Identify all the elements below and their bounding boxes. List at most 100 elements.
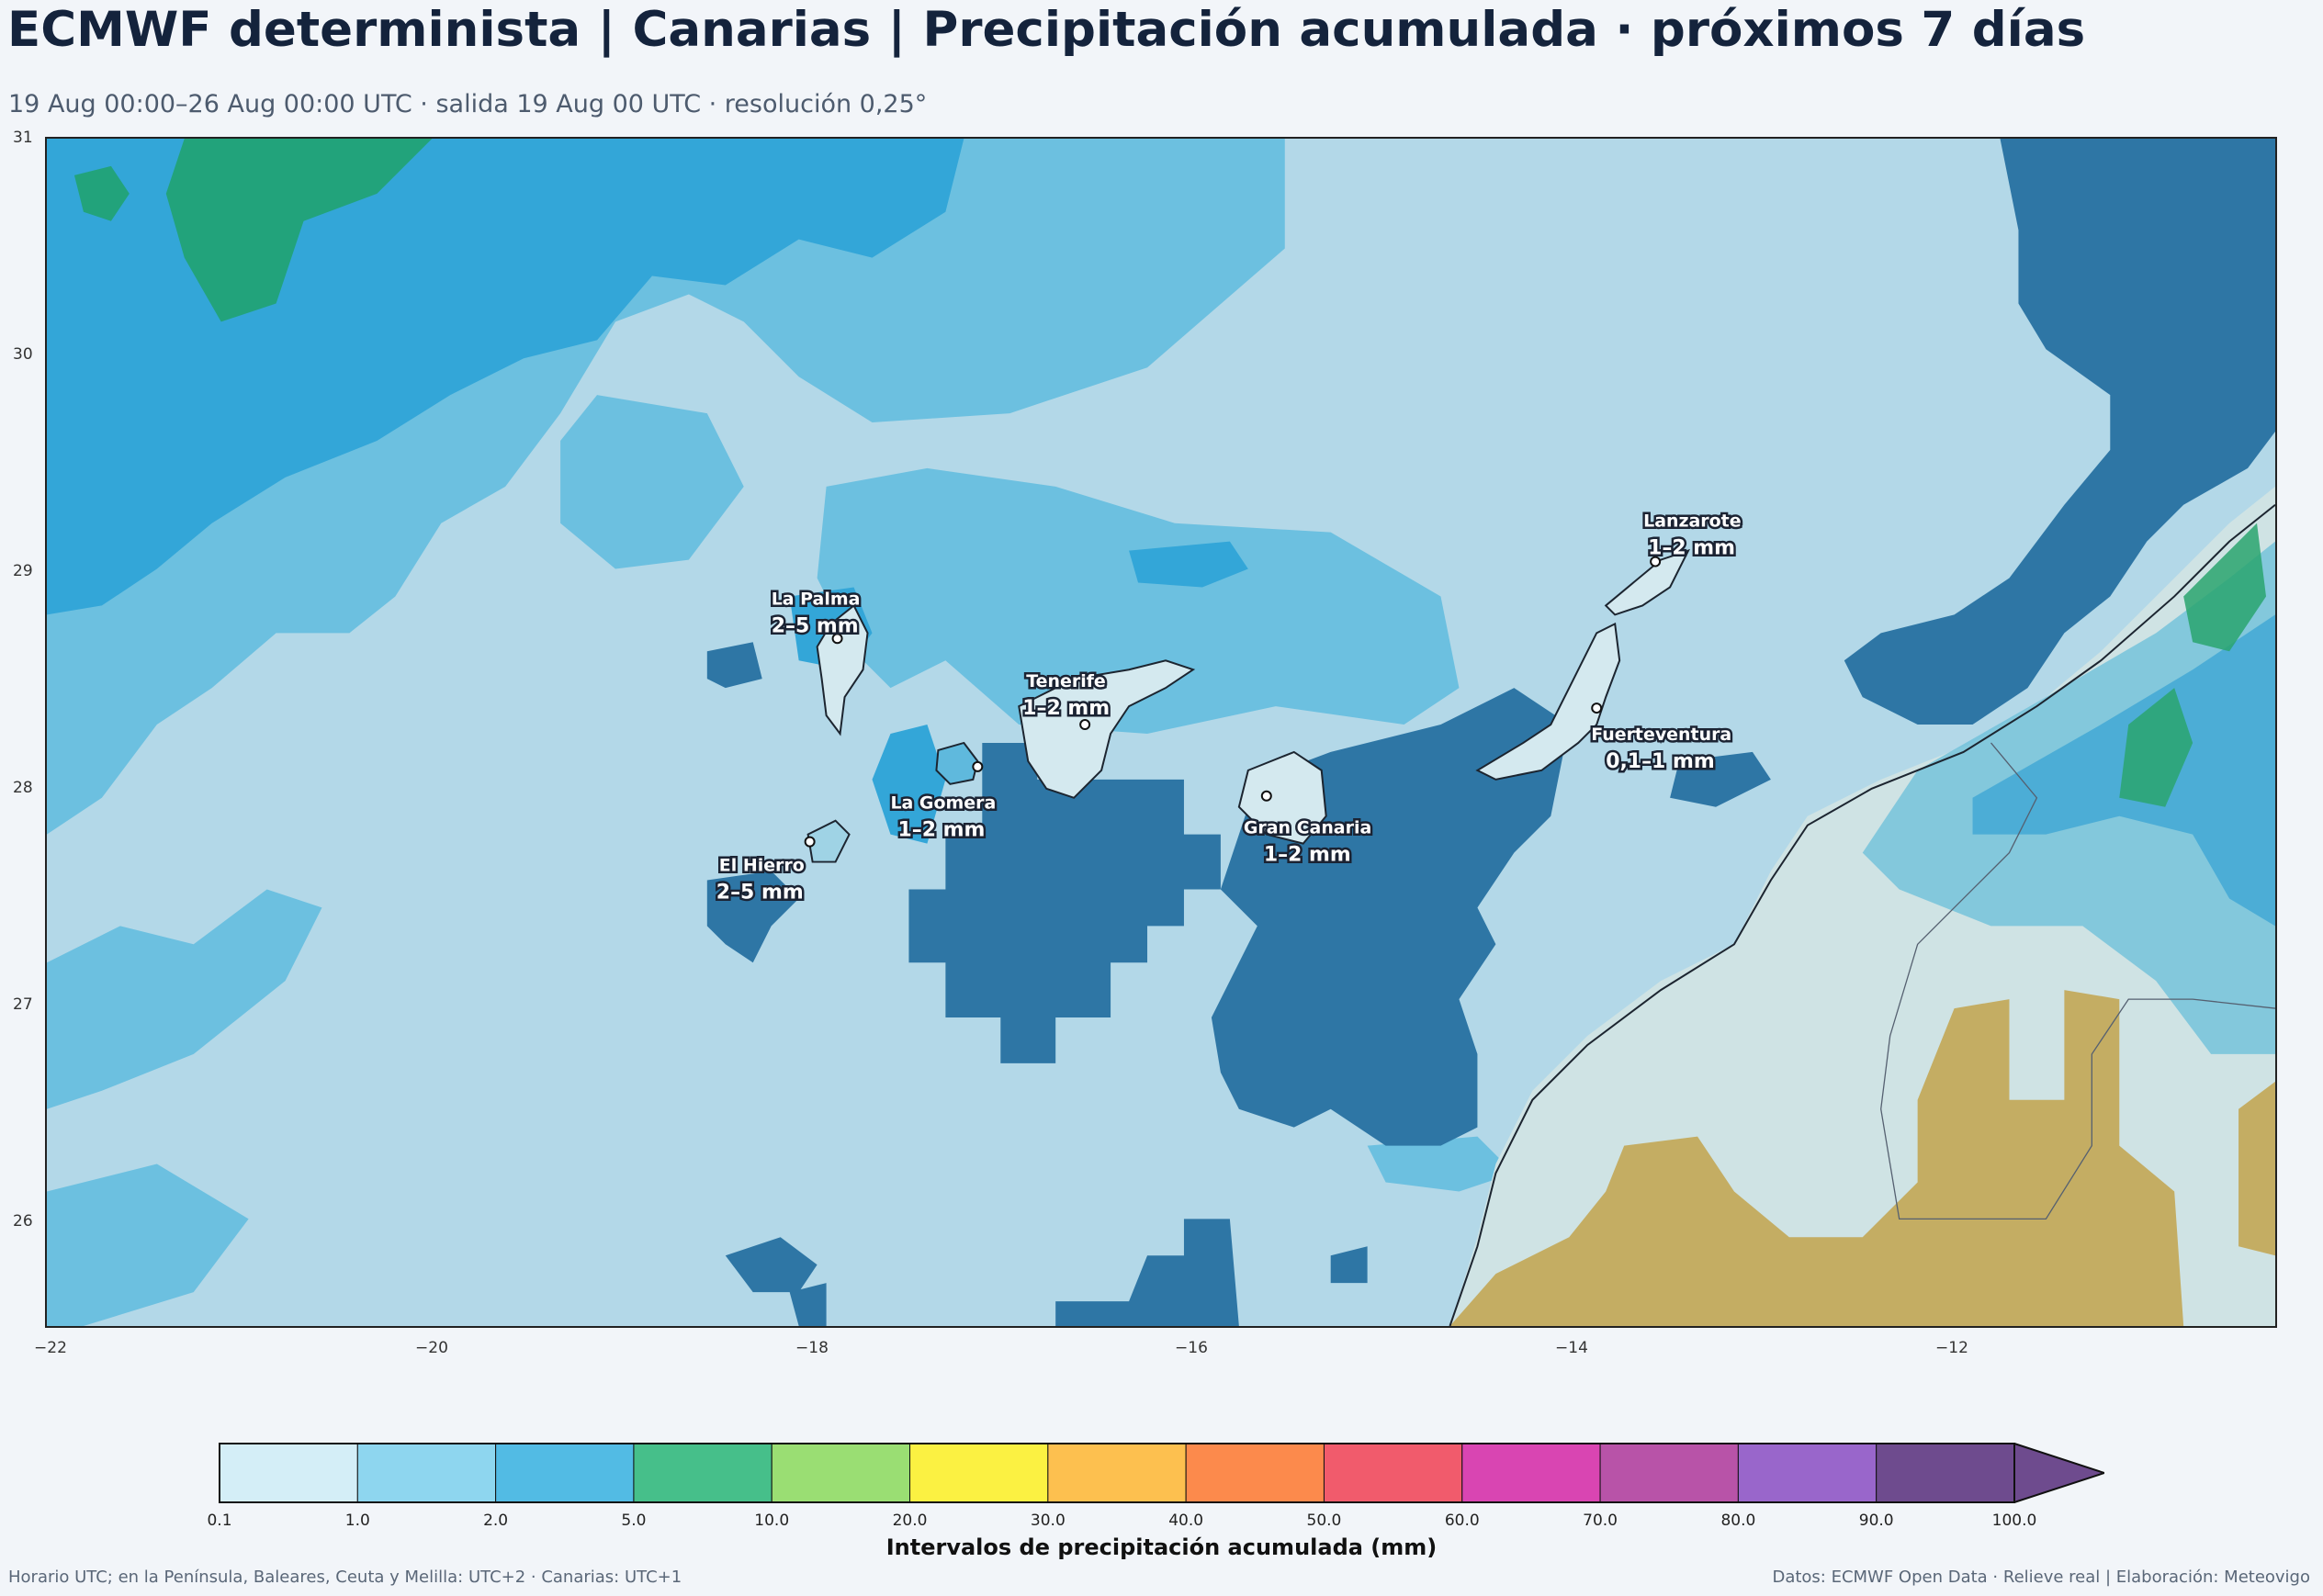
colorbar-extend-arrow bbox=[2013, 1443, 2104, 1503]
marker-lanzarote bbox=[1650, 556, 1662, 568]
marker-la-gomera bbox=[972, 760, 984, 772]
colorbar-tick-label: 90.0 bbox=[1858, 1512, 1894, 1530]
y-tick-label: 26 bbox=[13, 1212, 33, 1231]
coastline bbox=[1449, 503, 2275, 1326]
colorbar-box bbox=[356, 1443, 497, 1503]
marker-fuerteventura bbox=[1591, 702, 1603, 714]
island-shape-la-palma bbox=[816, 603, 869, 736]
label-el-hierro-value: 2–5 mm bbox=[716, 881, 804, 904]
marker-tenerife bbox=[1079, 719, 1091, 731]
colorbar-box bbox=[1599, 1443, 1739, 1503]
island-shape-fuerteventura bbox=[1475, 622, 1621, 781]
colorbar-box bbox=[219, 1443, 358, 1503]
y-tick-label: 28 bbox=[13, 779, 33, 797]
colorbar-tick-label: 80.0 bbox=[1720, 1512, 1756, 1530]
colorbar-box bbox=[1737, 1443, 1878, 1503]
precip-band-2-5mm bbox=[872, 725, 946, 844]
masked-area bbox=[1330, 1246, 1368, 1284]
marker-la-palma bbox=[831, 633, 843, 645]
island-shape-gran-canaria bbox=[1237, 750, 1327, 845]
precip-band-5-10mm bbox=[2119, 688, 2193, 807]
label-lanzarote-name: Lanzarote bbox=[1643, 511, 1741, 532]
y-tick-label: 30 bbox=[13, 345, 33, 364]
map-canvas: La Palma 2–5 mm El Hierro 2–5 mm La Gome… bbox=[47, 139, 2275, 1326]
masked-area bbox=[789, 1283, 827, 1326]
border-line bbox=[1880, 742, 2275, 1220]
label-gran-canaria-name: Gran Canaria bbox=[1244, 818, 1371, 838]
masked-area bbox=[1055, 1219, 1239, 1326]
colorbar-box bbox=[1323, 1443, 1463, 1503]
x-tick-label: −16 bbox=[1175, 1339, 1208, 1357]
african-relief bbox=[1449, 990, 2184, 1326]
colorbar-tick-label: 0.1 bbox=[207, 1512, 232, 1530]
x-tick-label: −22 bbox=[34, 1339, 67, 1357]
marker-gran-canaria bbox=[1260, 790, 1272, 802]
x-tick-label: −18 bbox=[795, 1339, 829, 1357]
island-shape-el-hierro bbox=[806, 819, 851, 863]
african-relief bbox=[2238, 1081, 2275, 1256]
colorbar-tick-label: 20.0 bbox=[892, 1512, 928, 1530]
colorbar-tick-label: 1.0 bbox=[344, 1512, 370, 1530]
colorbar-box bbox=[495, 1443, 635, 1503]
marker-el-hierro bbox=[804, 836, 816, 848]
colorbar-tick-label: 60.0 bbox=[1444, 1512, 1480, 1530]
colorbar-frame bbox=[219, 1443, 2015, 1503]
colorbar-tick-label: 30.0 bbox=[1030, 1512, 1066, 1530]
masked-area bbox=[1844, 139, 2275, 725]
colorbar-box bbox=[909, 1443, 1049, 1503]
label-tenerife-name: Tenerife bbox=[1026, 671, 1106, 691]
masked-area bbox=[706, 871, 799, 963]
masked-area bbox=[908, 742, 1221, 1063]
colorbar-box bbox=[1185, 1443, 1325, 1503]
y-tick-label: 27 bbox=[13, 995, 33, 1014]
x-tick-label: −14 bbox=[1555, 1339, 1588, 1357]
label-tenerife-value: 1–2 mm bbox=[1022, 697, 1110, 720]
colorbar-boxes bbox=[219, 1443, 2015, 1503]
colorbar-tick-label: 40.0 bbox=[1168, 1512, 1204, 1530]
colorbar-tick-label: 5.0 bbox=[621, 1512, 647, 1530]
precip-band-2-5mm bbox=[1129, 541, 1248, 588]
colorbar-tick-label: 70.0 bbox=[1583, 1512, 1618, 1530]
precip-band-1-2mm bbox=[1367, 1136, 1515, 1192]
colorbar-tick-label: 2.0 bbox=[483, 1512, 509, 1530]
page-subtitle: 19 Aug 00:00–26 Aug 00:00 UTC · salida 1… bbox=[8, 90, 928, 118]
precipitation-map[interactable]: La Palma 2–5 mm El Hierro 2–5 mm La Gome… bbox=[45, 137, 2277, 1328]
colorbar-tick-label: 50.0 bbox=[1306, 1512, 1342, 1530]
colorbar-legend bbox=[219, 1443, 2104, 1503]
label-fuerteventura-value: 0,1–1 mm bbox=[1606, 750, 1715, 773]
y-tick-label: 29 bbox=[13, 562, 33, 580]
precip-band-1-2mm bbox=[817, 467, 1460, 734]
colorbar-title: Intervalos de precipitación acumulada (m… bbox=[885, 1534, 1438, 1560]
label-el-hierro-name: El Hierro bbox=[719, 856, 805, 876]
footer-timezone-note: Horario UTC; en la Península, Baleares, … bbox=[8, 1568, 682, 1587]
colorbar-box bbox=[1876, 1443, 2015, 1503]
island-shape-la-gomera bbox=[935, 741, 979, 785]
label-la-gomera-name: La Gomera bbox=[890, 793, 996, 814]
label-la-palma-name: La Palma bbox=[772, 589, 861, 609]
label-lanzarote-value: 1–2 mm bbox=[1648, 537, 1735, 560]
island-shape-tenerife bbox=[1018, 659, 1196, 799]
x-tick-label: −12 bbox=[1935, 1339, 1968, 1357]
precip-band-1-2mm bbox=[47, 1163, 249, 1326]
masked-area bbox=[1670, 751, 1771, 807]
masked-area bbox=[725, 1237, 818, 1293]
precip-band-5-10mm bbox=[165, 139, 433, 322]
precip-band-1-2mm bbox=[47, 889, 322, 1109]
label-la-palma-value: 2–5 mm bbox=[772, 614, 859, 637]
y-tick-label: 31 bbox=[13, 129, 33, 147]
label-fuerteventura-name: Fuerteventura bbox=[1591, 725, 1731, 745]
colorbar-box bbox=[771, 1443, 911, 1503]
precip-band-5-10mm bbox=[73, 165, 130, 221]
colorbar-tick-label: 10.0 bbox=[754, 1512, 790, 1530]
page-title: ECMWF determinista | Canarias | Precipit… bbox=[7, 2, 2086, 58]
colorbar-tick-label: 100.0 bbox=[1991, 1512, 2037, 1530]
footer-credits: Datos: ECMWF Open Data · Relieve real | … bbox=[1772, 1568, 2310, 1587]
colorbar-box bbox=[633, 1443, 772, 1503]
precip-band-1-2mm bbox=[560, 395, 744, 569]
colorbar-box bbox=[1461, 1443, 1601, 1503]
x-tick-label: −20 bbox=[415, 1339, 448, 1357]
island-shape-lanzarote bbox=[1604, 548, 1691, 616]
label-la-gomera-value: 1–2 mm bbox=[897, 819, 985, 842]
label-gran-canaria-value: 1–2 mm bbox=[1264, 844, 1351, 867]
masked-area bbox=[706, 642, 762, 689]
